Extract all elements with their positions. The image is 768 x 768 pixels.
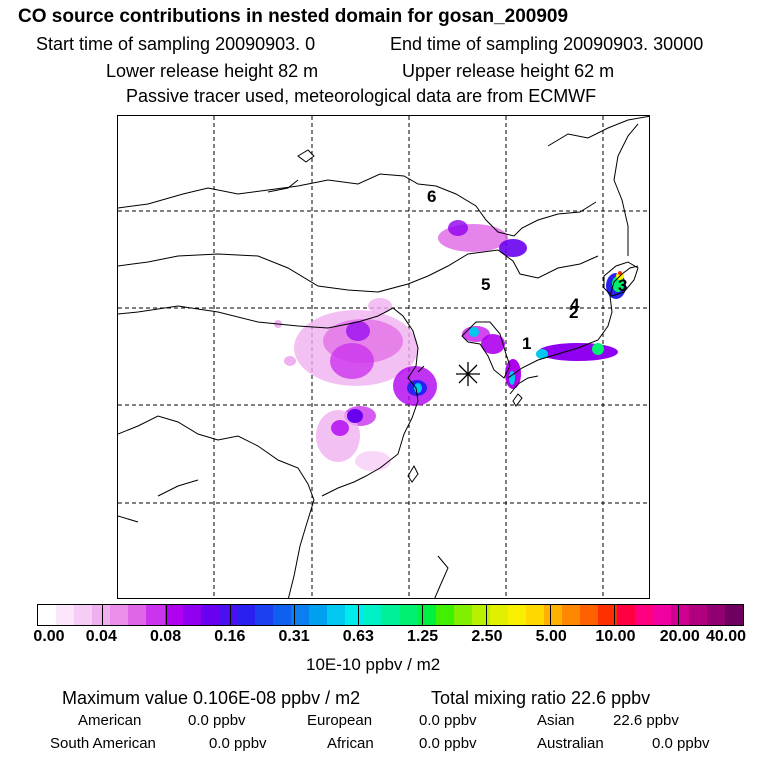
region-value-asian: 22.6 ppbv (613, 712, 679, 729)
colorbar-separator (678, 605, 679, 625)
colorbar-cell (200, 605, 219, 625)
end-time: End time of sampling 20090903. 30000 (390, 34, 704, 54)
colorbar-tick-label: 20.00 (659, 628, 700, 645)
colorbar-cell (128, 605, 147, 625)
region-name-european: European (307, 712, 373, 729)
region-name-south-american: South American (50, 735, 156, 752)
colorbar-cell (291, 605, 310, 625)
colorbar-cell (544, 605, 563, 625)
colorbar-cell (598, 605, 617, 625)
colorbar-cell (273, 605, 292, 625)
colorbar-tick-label: 5.00 (535, 628, 567, 645)
upper-release-height: Upper release height 62 m (402, 61, 615, 81)
colorbar-cell (508, 605, 527, 625)
region-name-american: American (78, 712, 142, 729)
map-svg: 6 5 4 2 3 1 (118, 116, 649, 598)
colorbar-cell (670, 605, 689, 625)
colorbar-cell (489, 605, 509, 625)
colorbar-tick-label: 0.04 (85, 628, 117, 645)
colorbar-cell (399, 605, 418, 625)
region-label-6: 6 (427, 187, 436, 206)
region-name-african: African (327, 735, 374, 752)
colorbar-units: 10E-10 ppbv / m2 (306, 655, 441, 674)
colorbar-separator (550, 605, 551, 625)
colorbar-tick-label: 0.00 (33, 628, 65, 645)
colorbar-separator (294, 605, 295, 625)
region-label-2: 2 (569, 303, 578, 322)
colorbar-cell (182, 605, 201, 625)
colorbar-cell (327, 605, 346, 625)
colorbar-cell (309, 605, 328, 625)
lower-release-height: Lower release height 82 m (106, 61, 319, 81)
region-label-4: 4 (570, 295, 580, 314)
total-mixing-ratio: Total mixing ratio 22.6 ppbv (431, 688, 651, 708)
colorbar-separator (614, 605, 615, 625)
colorbar-tick-label: 10.00 (595, 628, 636, 645)
colorbar-cell (562, 605, 581, 625)
colorbar-tick-label: 0.63 (342, 628, 374, 645)
colorbar-cell (453, 605, 472, 625)
coastlines (118, 116, 649, 598)
asterisk-icon (456, 362, 480, 386)
start-time: Start time of sampling 20090903. 0 (36, 34, 316, 54)
colorbar-cell (688, 605, 707, 625)
colorbar-tick-label: 40.00 (705, 628, 747, 645)
colorbar-cell (74, 605, 93, 625)
region-label-3: 3 (618, 276, 627, 295)
region-label-5: 5 (481, 275, 490, 294)
region-name-asian: Asian (537, 712, 575, 729)
map-panel: 6 5 4 2 3 1 (117, 115, 650, 599)
colorbar-tick-label: 2.50 (471, 628, 503, 645)
region-value-australian: 0.0 ppbv (652, 735, 710, 752)
colorbar-cell (706, 605, 725, 625)
region-value-american: 0.0 ppbv (188, 712, 246, 729)
colorbar-cell (417, 605, 436, 625)
region-value-south-american: 0.0 ppbv (209, 735, 267, 752)
colorbar-cell (526, 605, 545, 625)
colorbar-cell (363, 605, 382, 625)
colorbar-tick-label: 0.08 (149, 628, 182, 645)
colorbar-tick-label: 0.16 (214, 628, 246, 645)
colorbar-cell (254, 605, 274, 625)
colorbar-separator (358, 605, 359, 625)
colorbar-cell (218, 605, 237, 625)
maximum-value: Maximum value 0.106E-08 ppbv / m2 (62, 688, 361, 708)
region-label-1: 1 (522, 334, 531, 353)
colorbar-cell (580, 605, 599, 625)
tracer-note: Passive tracer used, meteorological data… (126, 86, 597, 106)
colorbar-cell (616, 605, 635, 625)
colorbar-separator (486, 605, 487, 625)
colorbar-cell (56, 605, 75, 625)
colorbar-cell (471, 605, 490, 625)
colorbar-separator (166, 605, 167, 625)
colorbar-cell (724, 605, 744, 625)
colorbar-cell (164, 605, 183, 625)
colorbar-tick-label: 1.25 (407, 628, 439, 645)
colorbar-tick-label: 0.31 (278, 628, 310, 645)
region-value-african: 0.0 ppbv (419, 735, 477, 752)
colorbar-cell (634, 605, 653, 625)
plot-title: CO source contributions in nested domain… (18, 6, 569, 27)
colorbar-cell (652, 605, 671, 625)
colorbar-separator (102, 605, 103, 625)
colorbar-separator (422, 605, 423, 625)
colorbar-cell (92, 605, 111, 625)
concentration-field (274, 220, 626, 471)
colorbar-cell (435, 605, 454, 625)
colorbar-cell (345, 605, 364, 625)
colorbar-cell (110, 605, 129, 625)
colorbar-cell (146, 605, 165, 625)
colorbar (37, 604, 744, 626)
region-name-australian: Australian (537, 735, 604, 752)
region-value-european: 0.0 ppbv (419, 712, 477, 729)
colorbar-cell (381, 605, 400, 625)
colorbar-cell (236, 605, 255, 625)
colorbar-separator (230, 605, 231, 625)
colorbar-cell (38, 605, 57, 625)
